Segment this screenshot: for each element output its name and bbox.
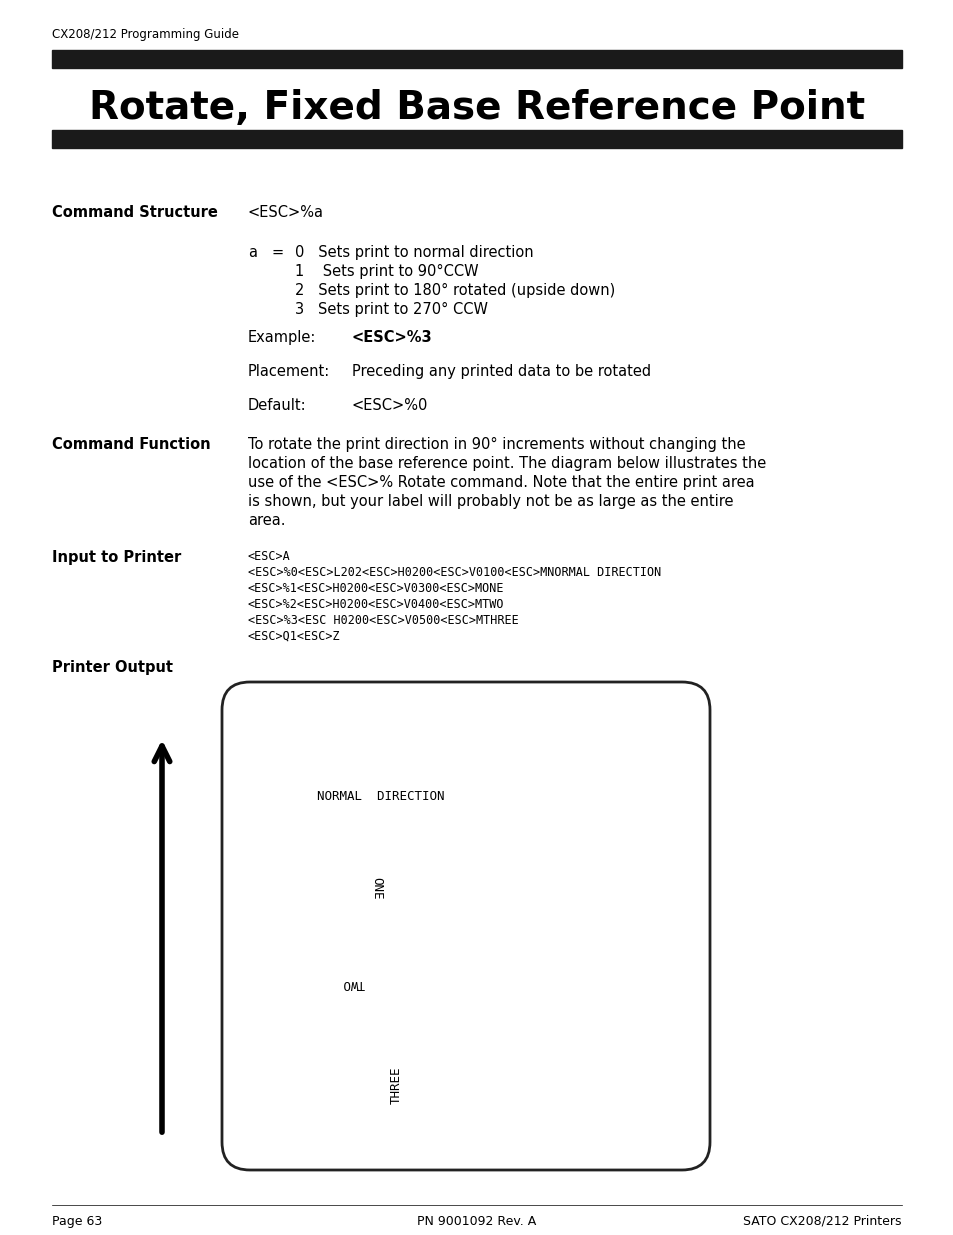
Text: Example:: Example: (248, 330, 316, 345)
Text: <ESC>%a: <ESC>%a (248, 205, 324, 220)
Text: TWO: TWO (341, 977, 364, 990)
Text: SATO CX208/212 Printers: SATO CX208/212 Printers (742, 1215, 901, 1228)
Text: a: a (248, 245, 256, 261)
Text: Page 63: Page 63 (52, 1215, 102, 1228)
Text: CX208/212 Programming Guide: CX208/212 Programming Guide (52, 28, 239, 41)
Text: Input to Printer: Input to Printer (52, 550, 181, 564)
Text: use of the <ESC>% Rotate command. Note that the entire print area: use of the <ESC>% Rotate command. Note t… (248, 475, 754, 490)
Text: is shown, but your label will probably not be as large as the entire: is shown, but your label will probably n… (248, 494, 733, 509)
Text: 3   Sets print to 270° CCW: 3 Sets print to 270° CCW (294, 303, 488, 317)
Text: <ESC>Q1<ESC>Z: <ESC>Q1<ESC>Z (248, 630, 340, 643)
Text: <ESC>A: <ESC>A (248, 550, 291, 563)
Text: 2   Sets print to 180° rotated (upside down): 2 Sets print to 180° rotated (upside dow… (294, 283, 615, 298)
Text: 1    Sets print to 90°CCW: 1 Sets print to 90°CCW (294, 264, 478, 279)
Text: <ESC>%3<ESC H0200<ESC>V0500<ESC>MTHREE: <ESC>%3<ESC H0200<ESC>V0500<ESC>MTHREE (248, 614, 518, 627)
Text: <ESC>%0<ESC>L202<ESC>H0200<ESC>V0100<ESC>MNORMAL DIRECTION: <ESC>%0<ESC>L202<ESC>H0200<ESC>V0100<ESC… (248, 566, 660, 579)
Bar (52, 49, 901, 68)
Text: THREE: THREE (390, 1067, 402, 1104)
Text: Preceding any printed data to be rotated: Preceding any printed data to be rotated (352, 364, 651, 379)
Text: Command Structure: Command Structure (52, 205, 217, 220)
Text: location of the base reference point. The diagram below illustrates the: location of the base reference point. Th… (248, 456, 765, 471)
Text: ONE: ONE (370, 877, 382, 899)
Text: <ESC>%1<ESC>H0200<ESC>V0300<ESC>MONE: <ESC>%1<ESC>H0200<ESC>V0300<ESC>MONE (248, 582, 504, 595)
Text: To rotate the print direction in 90° increments without changing the: To rotate the print direction in 90° inc… (248, 437, 745, 452)
Text: Rotate, Fixed Base Reference Point: Rotate, Fixed Base Reference Point (89, 89, 864, 127)
Text: =: = (272, 245, 284, 261)
Text: area.: area. (248, 513, 285, 529)
Bar (52, 130, 901, 148)
Text: Command Function: Command Function (52, 437, 211, 452)
Text: 0   Sets print to normal direction: 0 Sets print to normal direction (294, 245, 533, 261)
Text: Default:: Default: (248, 398, 306, 412)
Text: Placement:: Placement: (248, 364, 330, 379)
Text: <ESC>%3: <ESC>%3 (352, 330, 432, 345)
FancyBboxPatch shape (222, 682, 709, 1170)
Text: PN 9001092 Rev. A: PN 9001092 Rev. A (416, 1215, 536, 1228)
Text: <ESC>%2<ESC>H0200<ESC>V0400<ESC>MTWO: <ESC>%2<ESC>H0200<ESC>V0400<ESC>MTWO (248, 598, 504, 611)
Text: <ESC>%0: <ESC>%0 (352, 398, 428, 412)
Text: NORMAL  DIRECTION: NORMAL DIRECTION (316, 790, 444, 803)
Text: Printer Output: Printer Output (52, 659, 172, 676)
